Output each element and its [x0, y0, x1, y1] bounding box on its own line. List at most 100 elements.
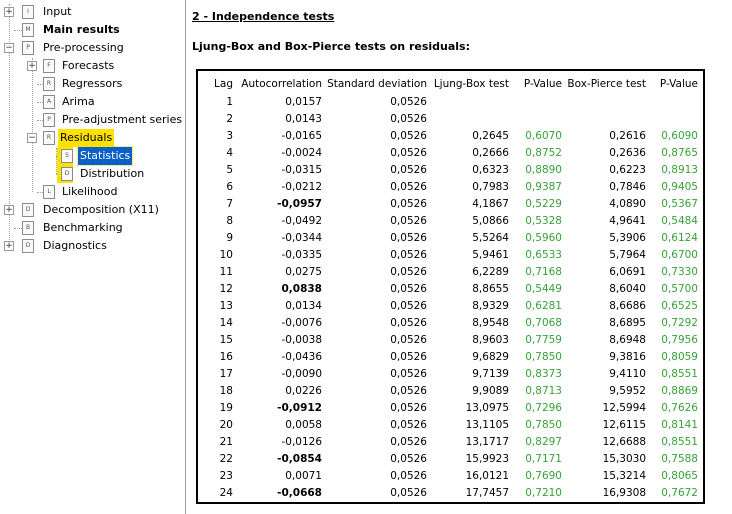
table-row: 22 -0,0854 0,0526 15,9923 0,7171 15,3030 0,758… — [198, 450, 698, 467]
standard-deviation-cell: 0,0526 — [390, 180, 427, 193]
p-value-cell: 0,5960 — [525, 231, 562, 244]
p-value-cell: 0,6525 — [661, 299, 698, 312]
document-icon: D — [22, 203, 34, 217]
tree-item-label: Forecasts — [62, 59, 115, 72]
lag-cell: 15 — [219, 333, 233, 346]
autocorrelation-cell: -0,0344 — [281, 231, 322, 244]
column-header-ljung-box: Ljung-Box test — [433, 78, 509, 90]
p-value-cell — [509, 93, 562, 110]
autocorrelation-cell: -0,0912 — [277, 401, 322, 414]
section-title: 2 - Independence tests — [192, 10, 335, 23]
tree-item-likelihood[interactable]: L Likelihood — [0, 183, 185, 201]
lag-cell: 24 — [219, 486, 233, 499]
expand-icon[interactable]: + — [27, 61, 37, 71]
document-icon: A — [43, 95, 55, 109]
tree-item-forecasts[interactable]: + F Forecasts — [0, 57, 185, 75]
table-row: 3 -0,0165 0,0526 0,2645 0,6070 0,2616 0,6090 — [198, 127, 698, 144]
standard-deviation-cell: 0,0526 — [390, 282, 427, 295]
autocorrelation-cell: -0,0492 — [281, 214, 322, 227]
lag-cell: 17 — [219, 367, 233, 380]
tree-item-pre-processing[interactable]: − P Pre-processing — [0, 39, 185, 57]
column-header-standard-deviation: Standard deviation — [327, 78, 427, 90]
ljung-box-cell — [427, 93, 509, 110]
tree-item-label: Regressors — [62, 77, 123, 90]
tree-item-main-results[interactable]: M Main results — [0, 21, 185, 39]
box-pierce-cell: 12,6688 — [602, 435, 646, 448]
navigation-tree: + I Input M Main results − P Pre-process… — [0, 0, 186, 514]
standard-deviation-cell: 0,0526 — [390, 384, 427, 397]
tree-item-regressors[interactable]: R Regressors — [0, 75, 185, 93]
table-row: 13 0,0134 0,0526 8,9329 0,6281 8,6686 0,6525 — [198, 297, 698, 314]
autocorrelation-cell: -0,0957 — [277, 197, 322, 210]
p-value-cell — [646, 93, 698, 110]
table-row: 24 -0,0668 0,0526 17,7457 0,7210 16,9308 0,767… — [198, 484, 698, 501]
tree-item-distribution[interactable]: D Distribution — [0, 165, 185, 183]
table-row: 14 -0,0076 0,0526 8,9548 0,7068 8,6895 0,7292 — [198, 314, 698, 331]
autocorrelation-cell: -0,0315 — [281, 163, 322, 176]
ljung-box-cell: 6,2289 — [472, 265, 509, 278]
ljung-box-cell: 13,1105 — [465, 418, 509, 431]
standard-deviation-cell: 0,0526 — [390, 214, 427, 227]
standard-deviation-cell: 0,0526 — [390, 299, 427, 312]
table-row: 2 0,0143 0,0526 — [198, 110, 698, 127]
tree-item-label: Diagnostics — [43, 239, 107, 252]
tree-item-diagnostics[interactable]: + D Diagnostics — [0, 237, 185, 255]
column-header-box-pierce: Box-Pierce test — [567, 78, 646, 90]
tree-item-input[interactable]: + I Input — [0, 3, 185, 21]
p-value-cell: 0,6533 — [525, 248, 562, 261]
tree-item-decomposition[interactable]: + D Decomposition (X11) — [0, 201, 185, 219]
autocorrelation-cell: 0,0275 — [285, 265, 322, 278]
lag-cell: 5 — [226, 163, 233, 176]
tree-item-pre-adjustment-series[interactable]: P Pre-adjustment series — [0, 111, 185, 129]
tree-item-benchmarking[interactable]: B Benchmarking — [0, 219, 185, 237]
ljung-box-cell: 16,0121 — [465, 469, 509, 482]
autocorrelation-cell: -0,0090 — [281, 367, 322, 380]
collapse-icon[interactable]: − — [27, 133, 37, 143]
document-icon: D — [61, 167, 73, 181]
ljung-box-cell: 5,0866 — [472, 214, 509, 227]
lag-cell: 19 — [219, 401, 233, 414]
tree-item-statistics[interactable]: S Statistics — [0, 146, 185, 166]
autocorrelation-cell: 0,0134 — [285, 299, 322, 312]
document-icon: R — [43, 131, 55, 145]
p-value-cell — [509, 110, 562, 127]
box-pierce-cell: 0,2616 — [609, 129, 646, 142]
expand-icon[interactable]: + — [4, 7, 14, 17]
box-pierce-cell: 9,5952 — [609, 384, 646, 397]
expand-icon[interactable]: + — [4, 205, 14, 215]
autocorrelation-cell: -0,0038 — [281, 333, 322, 346]
autocorrelation-cell: -0,0668 — [277, 486, 322, 499]
expand-icon[interactable]: + — [4, 241, 14, 251]
lag-cell: 10 — [219, 248, 233, 261]
tree-item-arima[interactable]: A Arima — [0, 93, 185, 111]
p-value-cell: 0,7672 — [661, 486, 698, 499]
standard-deviation-cell: 0,0526 — [390, 197, 427, 210]
p-value-cell: 0,7068 — [525, 316, 562, 329]
column-header-lag: Lag — [214, 78, 233, 90]
lag-cell: 4 — [226, 146, 233, 159]
table-row: 17 -0,0090 0,0526 9,7139 0,8373 9,4110 0,8551 — [198, 365, 698, 382]
p-value-cell: 0,8890 — [525, 163, 562, 176]
p-value-cell: 0,8065 — [661, 469, 698, 482]
tree-item-residuals[interactable]: − R Residuals — [0, 129, 185, 147]
document-icon: I — [22, 5, 34, 19]
lag-cell: 16 — [219, 350, 233, 363]
tree-item-label: Pre-adjustment series — [62, 113, 183, 126]
p-value-cell: 0,8141 — [661, 418, 698, 431]
ljung-box-cell: 5,5264 — [472, 231, 509, 244]
standard-deviation-cell: 0,0526 — [390, 333, 427, 346]
ljung-box-cell: 17,7457 — [465, 486, 509, 499]
ljung-box-cell: 9,7139 — [472, 367, 509, 380]
p-value-cell: 0,5229 — [525, 197, 562, 210]
lag-cell: 21 — [219, 435, 233, 448]
p-value-cell: 0,7956 — [661, 333, 698, 346]
table-header-row: Lag Autocorrelation Standard deviation L… — [198, 75, 698, 93]
lag-cell: 9 — [226, 231, 233, 244]
document-icon: P — [43, 113, 55, 127]
ljung-box-cell: 8,8655 — [472, 282, 509, 295]
p-value-cell: 0,7171 — [525, 452, 562, 465]
lag-cell: 18 — [219, 384, 233, 397]
autocorrelation-cell: -0,0165 — [281, 129, 322, 142]
ljung-box-cell: 5,9461 — [472, 248, 509, 261]
collapse-icon[interactable]: − — [4, 43, 14, 53]
